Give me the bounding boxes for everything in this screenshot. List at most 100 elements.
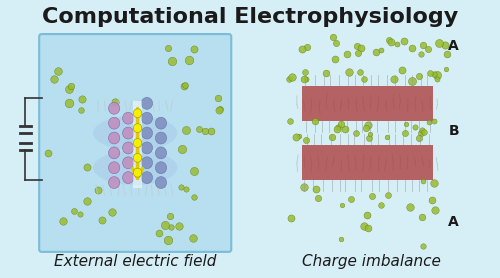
Point [300,76,308,81]
Point [431,208,439,212]
Point [365,136,373,140]
Point [312,187,320,191]
Point [415,73,423,78]
Point [428,198,436,202]
Text: External electric field: External electric field [54,254,216,269]
Point [377,48,385,52]
Point [190,195,198,199]
Circle shape [156,132,166,144]
Point [168,59,175,63]
Point [383,135,391,140]
Point [167,224,175,229]
Point [400,38,407,43]
Point [336,122,344,126]
Point [347,197,355,201]
Point [368,194,376,198]
Point [360,76,368,81]
Circle shape [142,127,152,139]
Point [67,84,75,89]
Point [78,97,86,101]
Point [419,179,427,183]
Point [303,44,311,49]
Point [442,67,450,71]
Point [190,169,198,173]
Point [406,205,414,209]
Point [362,126,370,130]
Point [44,151,52,155]
Point [181,83,189,88]
Text: A: A [448,215,459,229]
Point [332,41,340,45]
Point [164,46,172,50]
Circle shape [142,172,152,183]
Point [385,38,393,42]
Point [164,238,172,242]
Circle shape [122,127,134,139]
Point [292,135,300,140]
Circle shape [108,117,120,129]
Point [50,77,58,81]
Point [432,77,440,82]
Point [408,79,416,83]
Point [216,106,224,111]
Point [338,203,345,208]
Circle shape [134,153,142,162]
Point [415,135,423,140]
Point [377,202,385,207]
Point [286,77,294,81]
Point [364,226,372,230]
Circle shape [134,109,142,118]
Point [426,71,434,76]
Circle shape [108,102,120,114]
Text: B: B [448,124,459,138]
Point [54,69,62,73]
Point [59,219,67,224]
Point [430,72,438,76]
Point [356,70,364,74]
Point [401,131,409,135]
Point [311,119,319,123]
Point [442,51,450,56]
Point [435,41,443,46]
Point [70,208,78,213]
Point [214,96,222,100]
Point [286,119,294,123]
Point [354,51,362,55]
Point [207,129,215,133]
Point [366,132,374,136]
Point [182,187,190,192]
Point [66,101,74,105]
Circle shape [108,177,120,188]
Text: A: A [448,39,459,53]
Point [417,52,425,56]
Point [372,50,380,54]
Point [364,123,372,127]
Circle shape [108,147,120,159]
Text: Charge imbalance: Charge imbalance [302,254,441,269]
Point [430,118,438,123]
Circle shape [122,142,134,154]
Bar [302,145,432,180]
Point [166,214,174,218]
Point [328,135,336,140]
Circle shape [122,172,134,183]
Point [387,39,395,44]
Point [301,70,309,75]
Circle shape [134,138,142,147]
Circle shape [108,162,120,174]
Point [344,70,352,75]
Point [353,44,361,49]
Point [298,47,306,52]
Point [180,84,188,88]
Point [177,185,185,190]
Circle shape [122,157,134,169]
Point [352,131,360,135]
Point [160,223,168,227]
Point [334,124,342,129]
Circle shape [142,157,152,169]
Point [201,129,209,134]
Point [195,127,203,131]
FancyBboxPatch shape [39,34,232,252]
Point [334,127,342,132]
Point [393,41,401,46]
